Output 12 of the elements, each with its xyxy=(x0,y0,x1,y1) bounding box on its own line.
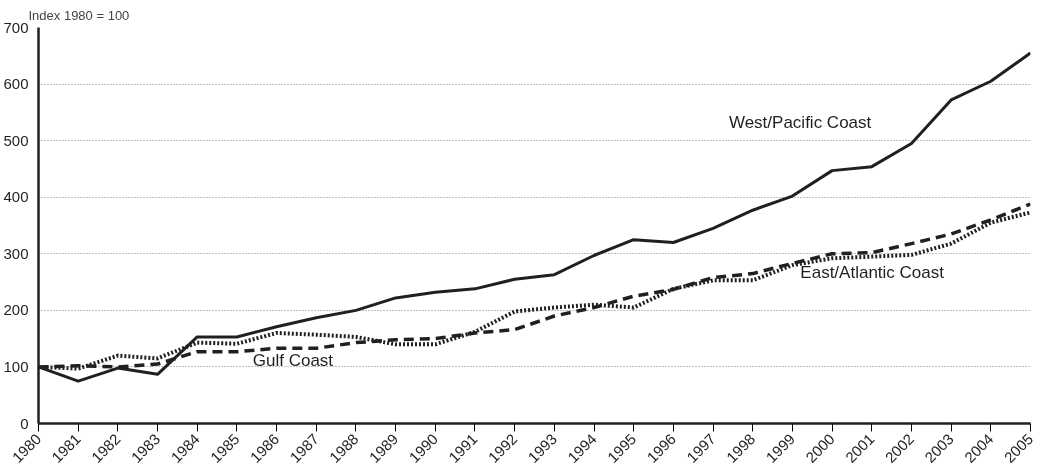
series-label: Gulf Coast xyxy=(252,350,334,370)
series-label: East/Atlantic Coast xyxy=(800,263,945,283)
y-tick-label: 100 xyxy=(3,357,29,375)
y-tick-label: 700 xyxy=(3,18,29,36)
y-tick-label: 200 xyxy=(3,301,29,319)
y-tick-label: 400 xyxy=(3,188,29,206)
y-tick-label: 600 xyxy=(3,75,29,93)
y-axis-title: Index 1980 = 100 xyxy=(28,7,130,23)
series-label: West/Pacific Coast xyxy=(728,113,872,133)
y-tick-label: 500 xyxy=(3,131,29,149)
y-tick-label: 0 xyxy=(20,414,29,432)
y-tick-label: 300 xyxy=(3,244,29,262)
